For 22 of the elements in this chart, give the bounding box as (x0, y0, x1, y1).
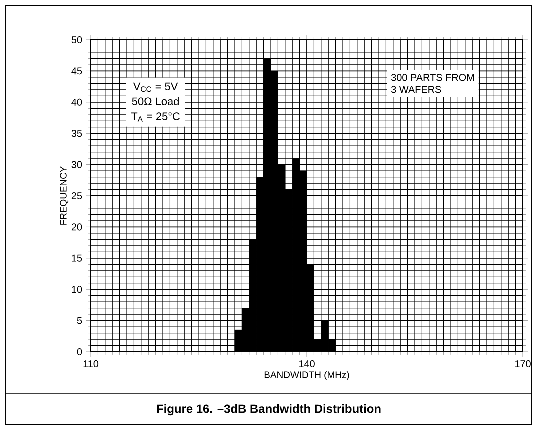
x-tick-label: 170 (515, 360, 531, 368)
y-tick-label: 40 (72, 98, 82, 106)
text: Figure 16. –3dB Bandwidth Distribution (157, 404, 381, 416)
y-tick-label: 5 (77, 317, 82, 324)
annotation: 50Ω Load (132, 97, 179, 106)
y-tick-label: 15 (72, 254, 82, 262)
annotation: V$_{CC}$ = 5V (133, 82, 178, 92)
x-tick-label: 110 (84, 360, 99, 368)
y-tick-label: 30 (72, 161, 82, 168)
y-tick-label: 50 (72, 36, 82, 44)
y-tick-label: 25 (72, 192, 82, 200)
annotation: 300 PARTS FROM (391, 74, 474, 82)
y-tick-label: 20 (72, 224, 82, 231)
y-tick-label: 10 (72, 286, 82, 294)
annotation: 3 WAFERS (391, 86, 442, 94)
annotation: T$_{A}$ = 25°C (131, 112, 180, 122)
y-tick-label: 35 (72, 130, 82, 138)
y-axis-title: FREQUENCY (60, 166, 69, 225)
x-tick-label: 140 (299, 360, 315, 368)
x-axis-title: BANDWIDTH (MHz) (264, 371, 350, 380)
y-tick-label: 0 (77, 348, 82, 356)
y-tick-label: 45 (72, 68, 82, 75)
